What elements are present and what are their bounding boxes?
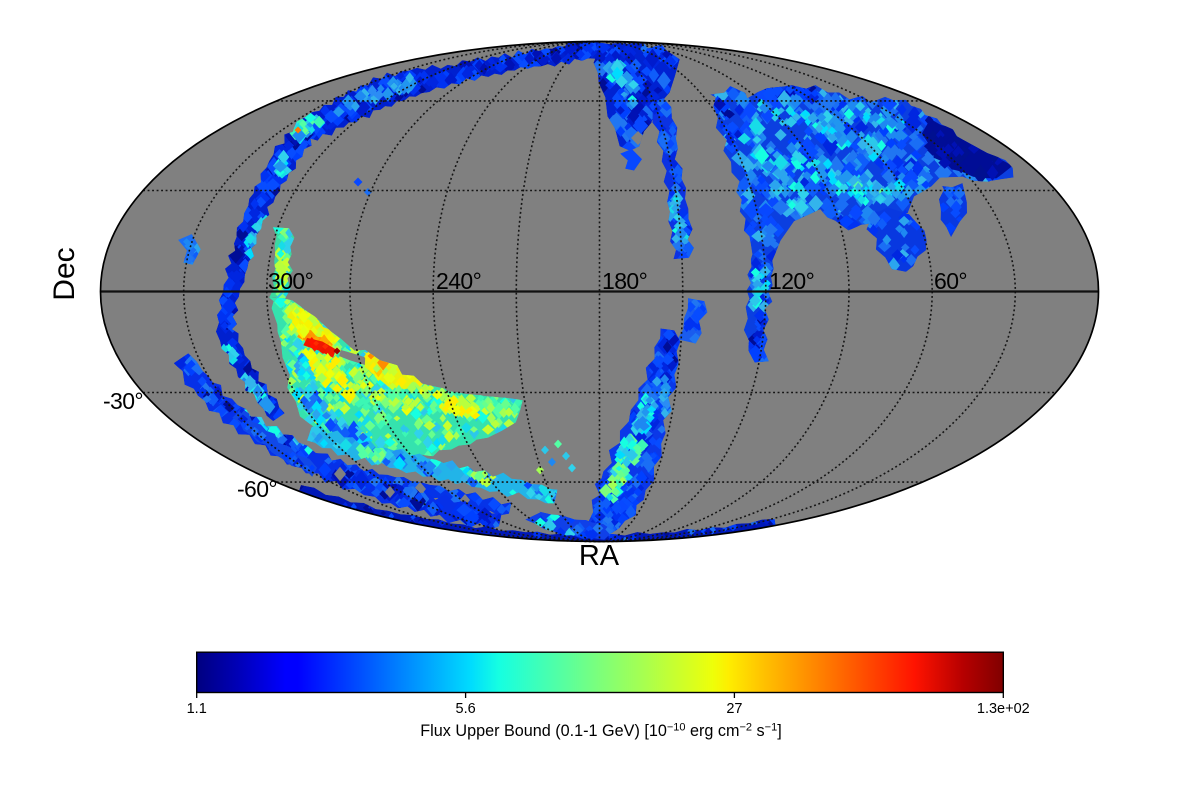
svg-text:Flux Upper Bound (0.1-1 GeV) [: Flux Upper Bound (0.1-1 GeV) [10−10 erg … — [420, 722, 781, 741]
svg-text:5.6: 5.6 — [456, 701, 476, 717]
svg-text:Dec: Dec — [48, 247, 81, 300]
svg-text:1.1: 1.1 — [187, 701, 207, 717]
svg-text:60°: 60° — [934, 268, 967, 294]
svg-text:RA: RA — [579, 540, 620, 572]
svg-text:-30°: -30° — [103, 388, 143, 414]
svg-text:240°: 240° — [436, 268, 481, 294]
svg-text:180°: 180° — [602, 268, 647, 294]
svg-text:120°: 120° — [769, 268, 814, 294]
svg-text:1.3e+02: 1.3e+02 — [977, 701, 1030, 717]
svg-text:300°: 300° — [268, 268, 313, 294]
svg-text:-60°: -60° — [237, 476, 277, 502]
svg-text:27: 27 — [726, 701, 742, 717]
